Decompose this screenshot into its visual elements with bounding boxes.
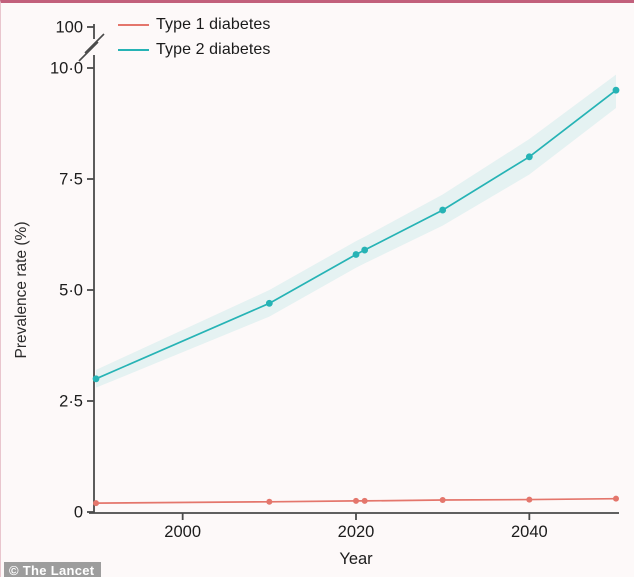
legend-label-type1: Type 1 diabetes bbox=[156, 16, 271, 33]
y-tick-label: 2·5 bbox=[59, 393, 83, 411]
x-tick-label: 2000 bbox=[164, 523, 201, 541]
y-tick-label-100: 100 bbox=[55, 19, 83, 37]
y-tick-label: 0 bbox=[74, 504, 83, 522]
chart-plot: 2000 2020 2040 Year 0 2·5 5·0 7·5 10·0 100 bbox=[50, 19, 620, 568]
axis-break-slash bbox=[84, 33, 105, 54]
data-point bbox=[612, 86, 620, 94]
x-axis-title: Year bbox=[339, 550, 373, 568]
confidence-band bbox=[96, 74, 616, 388]
y-tick-label: 5·0 bbox=[59, 282, 83, 300]
data-point bbox=[525, 153, 533, 161]
data-point bbox=[265, 299, 273, 307]
data-point bbox=[526, 496, 533, 503]
data-point bbox=[613, 495, 619, 502]
data-point bbox=[353, 497, 359, 504]
y-axis-label: Prevalence rate (%) bbox=[13, 221, 30, 359]
data-point bbox=[439, 206, 447, 214]
data-point bbox=[266, 498, 273, 505]
data-point bbox=[92, 375, 100, 383]
legend: Type 1 diabetes Type 2 diabetes bbox=[118, 14, 270, 61]
data-point bbox=[352, 251, 360, 258]
legend-item-type2-diabetes: Type 2 diabetes bbox=[118, 39, 270, 61]
x-tick-label: 2020 bbox=[338, 523, 375, 541]
type2-line-swatch bbox=[118, 48, 149, 52]
data-point bbox=[93, 500, 99, 507]
type1-line-swatch bbox=[118, 23, 149, 27]
data-point bbox=[361, 246, 369, 254]
data-point bbox=[361, 497, 368, 504]
y-tick-label: 7·5 bbox=[59, 171, 83, 189]
data-point bbox=[439, 497, 446, 504]
legend-item-type1-diabetes: Type 1 diabetes bbox=[118, 14, 270, 36]
axis-break-slash bbox=[78, 41, 99, 62]
lancet-watermark: © The Lancet bbox=[4, 562, 102, 577]
x-tick-label: 2040 bbox=[511, 523, 548, 541]
y-tick-label: 10·0 bbox=[50, 60, 83, 78]
legend-label-type2: Type 2 diabetes bbox=[156, 41, 271, 58]
